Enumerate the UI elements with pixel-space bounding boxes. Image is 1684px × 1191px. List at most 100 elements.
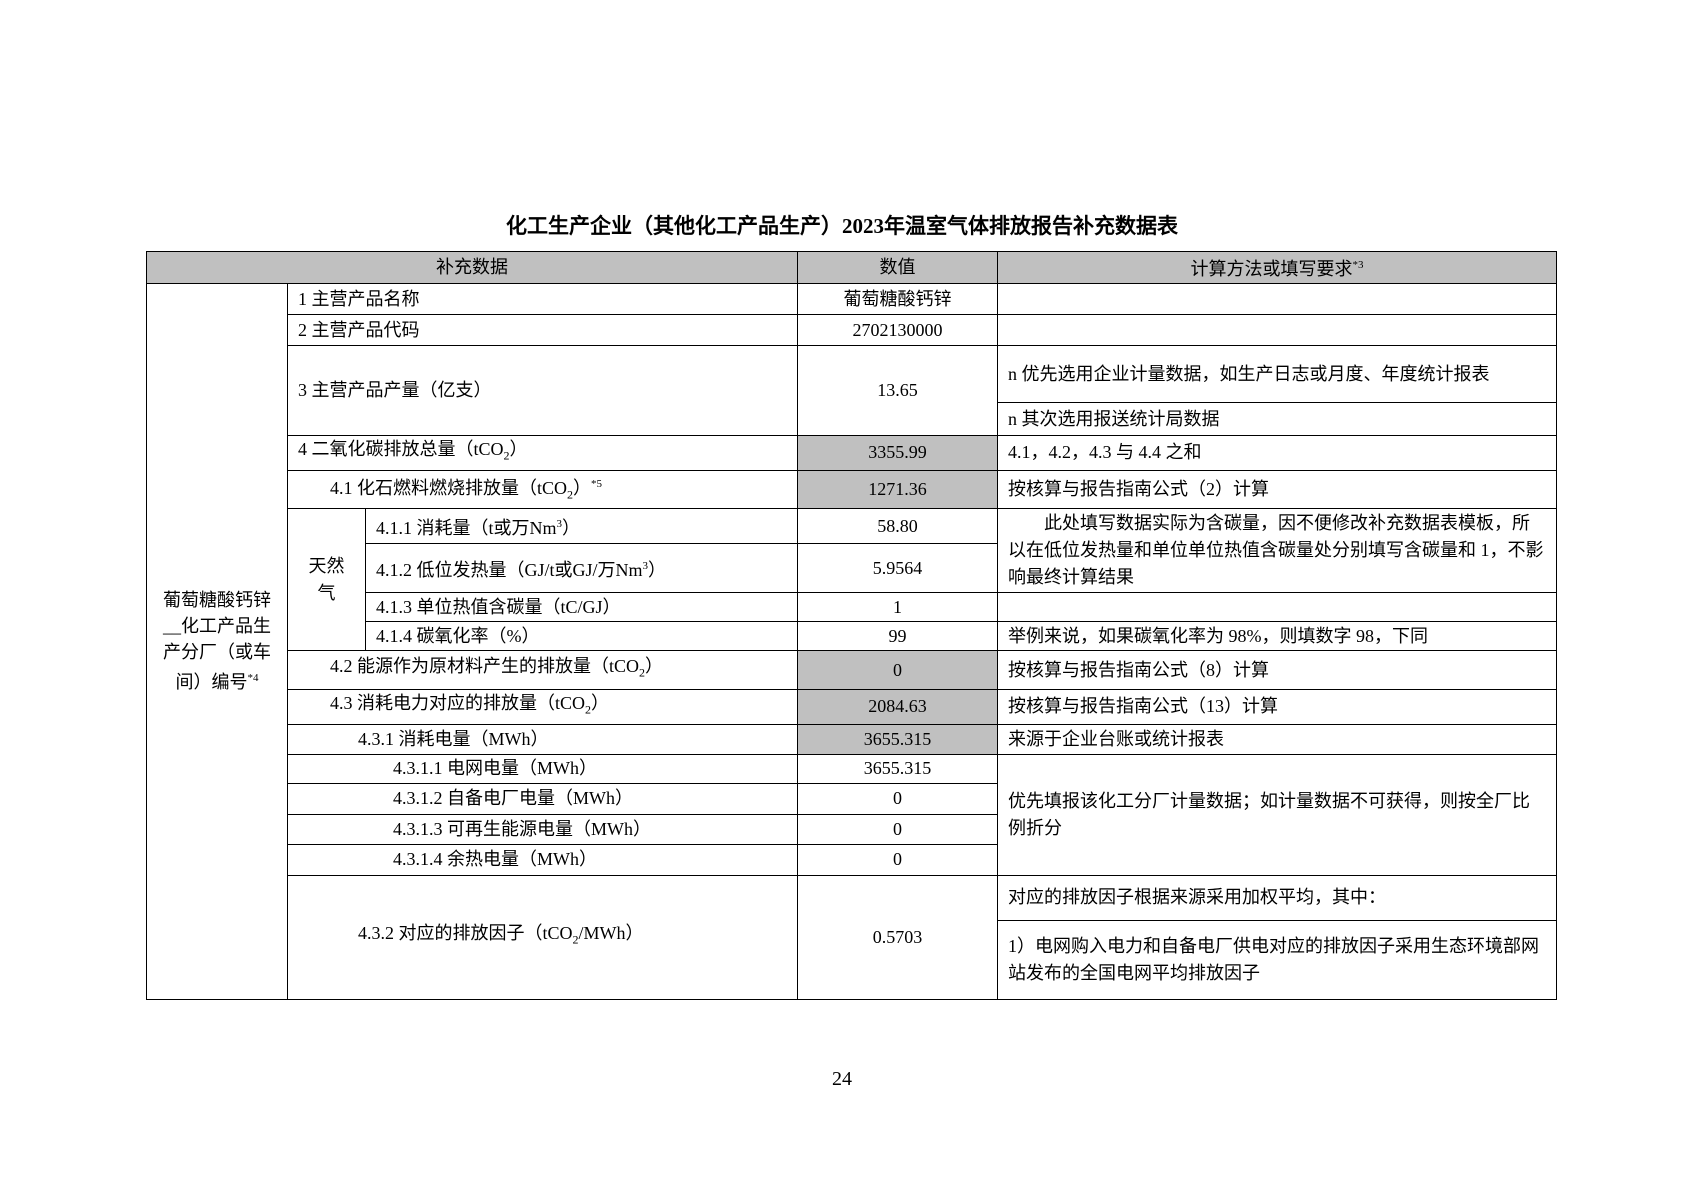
label-text: 4.1 化石燃料燃烧排放量（tCO — [330, 477, 568, 498]
header-method: 计算方法或填写要求*3 — [997, 251, 1557, 284]
row-note: 按核算与报告指南公式（2）计算 — [997, 469, 1557, 510]
table-header-row: 补充数据 数值 计算方法或填写要求*3 — [146, 251, 1557, 284]
row-value: 3655.315 — [797, 723, 998, 755]
row-note: n 优先选用企业计量数据，如生产日志或月度、年度统计报表 — [997, 345, 1557, 403]
table-row: 4.2 能源作为原材料产生的排放量（tCO2） 0 按核算与报告指南公式（8）计… — [147, 650, 1557, 691]
table-row: 4.1.2 低位发热量（GJ/t或GJ/万Nm3） 5.9564 — [147, 543, 1557, 594]
superscript: 3 — [642, 559, 649, 572]
row-value: 2702130000 — [797, 314, 998, 346]
row-value: 葡萄糖酸钙锌 — [797, 283, 998, 315]
label-text: ） — [509, 439, 528, 459]
footnote-mark: *5 — [591, 477, 603, 490]
row-note: 优先填报该化工分厂计量数据；如计量数据不可获得，则按全厂比例折分 — [997, 753, 1557, 876]
row-value: 0 — [797, 843, 998, 876]
row-label: 4.3.1.2 自备电厂电量（MWh） — [287, 782, 798, 815]
natural-gas-label: 天然气 — [287, 508, 366, 652]
table-row: 3 主营产品产量（亿支） 13.65 n 优先选用企业计量数据，如生产日志或月度… — [147, 345, 1557, 436]
table-row: 葡萄糖酸钙锌__化工产品生产分厂（或车间）编号*4 1 主营产品名称 葡萄糖酸钙… — [146, 283, 1557, 1000]
table-row: 4.3.1 消耗电量（MWh） 3655.315 来源于企业台账或统计报表 — [147, 723, 1557, 755]
page-title: 化工生产企业（其他化工产品生产）2023年温室气体排放报告补充数据表 — [506, 214, 1178, 238]
row-note — [997, 283, 1557, 315]
row-label: 2 主营产品代码 — [287, 314, 798, 346]
row-label: 4.2 能源作为原材料产生的排放量（tCO2） — [287, 650, 798, 691]
label-text: ） — [573, 477, 592, 498]
row-value: 1 — [797, 592, 998, 623]
table-row: 4.3.1.3 可再生能源电量（MWh） 0 — [147, 813, 1557, 845]
row-label: 4.3 消耗电力对应的排放量（tCO2） — [287, 689, 798, 725]
plant-label: 葡萄糖酸钙锌__化工产品生产分厂（或车间）编号 — [163, 590, 271, 693]
row-label: 3 主营产品产量（亿支） — [287, 345, 798, 436]
table-row: 4.3.1.1 电网电量（MWh） 3655.315 优先填报该化工分厂计量数据… — [147, 753, 1557, 876]
label-text: ） — [648, 559, 667, 580]
subscript: 2 — [567, 487, 574, 502]
row-note: 对应的排放因子根据来源采用加权平均，其中： — [997, 874, 1557, 921]
subscript: 2 — [572, 933, 579, 948]
row-label: 4.3.1.3 可再生能源电量（MWh） — [287, 813, 798, 845]
row-value: 0 — [797, 782, 998, 815]
row-note: 按核算与报告指南公式（13）计算 — [997, 689, 1557, 725]
row-value: 0 — [797, 813, 998, 845]
table-row: 天然气 4.1.1 消耗量（t或万Nm3） 58.80 此处填写数据实际为含碳量… — [147, 508, 1557, 652]
table-row: 4 二氧化碳排放总量（tCO2） 3355.99 4.1，4.2，4.3 与 4… — [147, 435, 1557, 471]
label-text: ） — [645, 656, 664, 677]
table-row: 4.3.2 对应的排放因子（tCO2/MWh） 0.5703 对应的排放因子根据… — [147, 874, 1557, 1000]
header-supplementary-data: 补充数据 — [146, 251, 798, 284]
label-text: 4.2 能源作为原材料产生的排放量（tCO — [330, 656, 640, 677]
label-text: ） — [562, 517, 581, 538]
table-row: 4.1.4 碳氧化率（%） 99 举例来说，如果碳氧化率为 98%，则填数字 9… — [147, 621, 1557, 652]
plant-label-cell: 葡萄糖酸钙锌__化工产品生产分厂（或车间）编号*4 — [146, 283, 288, 1000]
row-value: 3355.99 — [797, 435, 998, 471]
row-note — [997, 592, 1557, 623]
label-text: 4 二氧化碳排放总量（tCO — [298, 439, 504, 459]
row-label: 1 主营产品名称 — [287, 283, 798, 315]
header-value: 数值 — [797, 251, 998, 284]
table-row: 1）电网购入电力和自备电厂供电对应的排放因子采用生态环境部网站发布的全国电网平均… — [147, 919, 1557, 1000]
row-value: 0.5703 — [797, 874, 998, 1000]
row-value: 13.65 — [797, 345, 998, 436]
row-label: 4.1.1 消耗量（t或万Nm3） — [365, 508, 798, 545]
label-text: ） — [591, 693, 610, 714]
footnote-mark: *4 — [247, 672, 259, 685]
row-note: 按核算与报告指南公式（8）计算 — [997, 650, 1557, 691]
subscript: 2 — [585, 702, 592, 717]
label-text: 4.1.2 低位发热量（GJ/t或GJ/万Nm — [376, 559, 643, 580]
row-value: 1271.36 — [797, 469, 998, 510]
label-text: 4.1.1 消耗量（t或万Nm — [376, 517, 557, 538]
row-note: 来源于企业台账或统计报表 — [997, 723, 1557, 755]
table-row: n 其次选用报送统计局数据 — [147, 402, 1557, 436]
row-note: 此处填写数据实际为含碳量，因不便修改补充数据表模板，所以在低位发热量和单位单位热… — [997, 508, 1557, 594]
row-value: 58.80 — [797, 508, 998, 545]
label-text: 4.3 消耗电力对应的排放量（tCO — [330, 693, 586, 714]
table-row: 4.1 化石燃料燃烧排放量（tCO2）*5 1271.36 按核算与报告指南公式… — [147, 469, 1557, 510]
subscript: 2 — [639, 665, 646, 680]
row-label: 4.3.1 消耗电量（MWh） — [287, 723, 798, 755]
table-row: 2 主营产品代码 2702130000 — [147, 314, 1557, 346]
row-value: 3655.315 — [797, 753, 998, 784]
table-row: 4.1.3 单位热值含碳量（tC/GJ） 1 — [147, 592, 1557, 623]
footnote-mark: *3 — [1352, 259, 1364, 271]
superscript: 3 — [556, 517, 563, 530]
row-value: 99 — [797, 621, 998, 652]
row-note — [997, 314, 1557, 346]
row-label: 4.1 化石燃料燃烧排放量（tCO2）*5 — [287, 469, 798, 510]
row-note: 4.1，4.2，4.3 与 4.4 之和 — [997, 435, 1557, 471]
row-label: 4.3.1.4 余热电量（MWh） — [287, 843, 798, 876]
row-note: n 其次选用报送统计局数据 — [997, 402, 1557, 436]
row-label: 4.3.1.1 电网电量（MWh） — [287, 753, 798, 784]
row-value: 2084.63 — [797, 689, 998, 725]
row-note: 举例来说，如果碳氧化率为 98%，则填数字 98，下同 — [997, 621, 1557, 652]
row-note: 1）电网购入电力和自备电厂供电对应的排放因子采用生态环境部网站发布的全国电网平均… — [997, 919, 1557, 1000]
header-method-text: 计算方法或填写要求 — [1190, 259, 1353, 279]
row-label: 4.1.4 碳氧化率（%） — [365, 621, 798, 652]
label-text: /MWh） — [578, 923, 644, 944]
row-value: 0 — [797, 650, 998, 691]
row-label: 4.1.2 低位发热量（GJ/t或GJ/万Nm3） — [365, 543, 798, 594]
row-label: 4.1.3 单位热值含碳量（tC/GJ） — [365, 592, 798, 623]
label-text: 4.3.2 对应的排放因子（tCO — [358, 923, 573, 944]
table-row: 4.3 消耗电力对应的排放量（tCO2） 2084.63 按核算与报告指南公式（… — [147, 689, 1557, 725]
row-label: 4.3.2 对应的排放因子（tCO2/MWh） — [287, 874, 798, 1000]
page-number: 24 — [832, 1068, 852, 1090]
row-label: 4 二氧化碳排放总量（tCO2） — [287, 435, 798, 471]
subscript: 2 — [503, 448, 510, 463]
row-value: 5.9564 — [797, 543, 998, 594]
